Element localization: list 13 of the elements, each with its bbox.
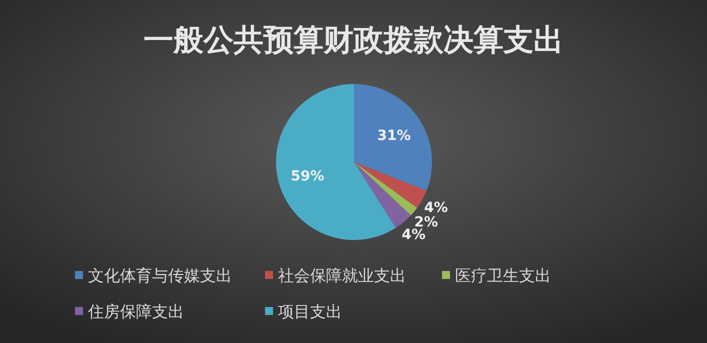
data-label: 4% — [402, 227, 426, 244]
legend-label: 住房保障支出 — [87, 302, 184, 321]
legend-label: 医疗卫生支出 — [455, 266, 551, 285]
pie-slice — [354, 162, 411, 228]
pie-slice — [354, 162, 418, 216]
pie-slice — [354, 84, 432, 191]
chart-title: 一般公共预算财政拨款决算支出 — [144, 23, 564, 58]
legend-label: 社会保障就业支出 — [278, 266, 406, 285]
data-label: 59% — [290, 168, 324, 184]
data-label: 4% — [424, 200, 448, 216]
legend-label: 文化体育与传媒支出 — [88, 266, 232, 285]
legend-label: 项目支出 — [278, 302, 342, 321]
data-label: 31% — [377, 128, 411, 144]
